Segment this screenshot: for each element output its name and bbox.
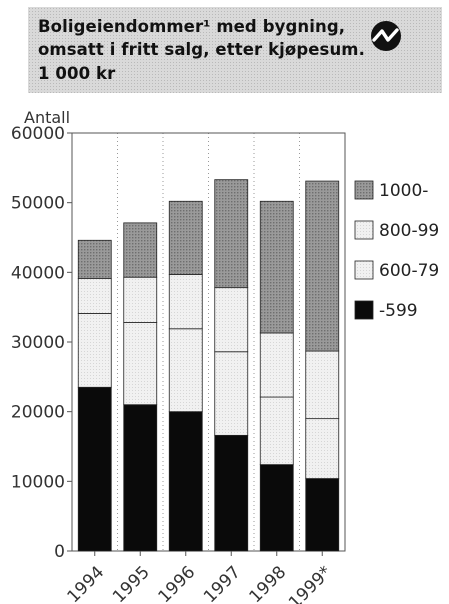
y-tick-label: 30000 [11,333,65,353]
y-tick-label: 50000 [11,194,65,214]
bar-segment-1996-1 [168,328,203,413]
y-axis-label: Antall [24,108,70,127]
bar-segment-1996-0 [168,411,203,552]
legend-swatch [354,300,374,320]
bar-segment-1999-2 [305,350,340,420]
bar-segment-1998-3 [259,200,294,334]
bar-segment-1995-3 [123,222,158,278]
chart-title-line-3: 1 000 kr [38,64,116,83]
legend-label: 600-79 [379,261,439,281]
bar-segment-1998-2 [259,332,294,398]
legend: 1000- 800-99 600-79 -599 [354,180,439,321]
bar-segment-1994-0 [77,386,112,552]
y-tick-label: 0 [54,542,65,562]
chart-title-line-1: Boligeiendommer¹ med bygning, [38,17,346,36]
chart-title-line-2: omsatt i fritt salg, etter kjøpesum. [38,40,365,59]
ssb-logo-icon [371,21,401,51]
y-tick-label: 60000 [11,124,65,144]
bar-segment-1995-2 [123,276,158,323]
legend-swatch [354,260,374,280]
bar-segment-1996-2 [168,274,203,330]
x-tick-label: 1999* [285,562,336,604]
chart-title-box: Boligeiendommer¹ med bygning, omsatt i f… [28,7,442,93]
legend-label: 800-99 [379,221,439,241]
bars [77,179,340,552]
y-tick-label: 10000 [11,472,65,492]
bar-segment-1998-1 [259,396,294,466]
bar-segment-1999-3 [305,180,340,352]
bar-segment-1997-1 [214,351,249,436]
bar-segment-1997-2 [214,287,249,353]
x-tick-label: 1996 [155,562,200,604]
bar-segment-1999-0 [305,478,340,552]
x-tick-label: 1994 [64,562,109,604]
bar-segment-1995-0 [123,404,158,552]
bar-segment-1994-2 [77,278,112,314]
x-tick-label: 1995 [109,562,154,604]
y-tick-label: 40000 [11,263,65,283]
legend-swatch [354,220,374,240]
bar-segment-1997-0 [214,434,249,552]
bar-segment-1998-0 [259,464,294,552]
x-tick-label: 1997 [200,562,245,604]
x-tick-label: 1998 [246,562,291,604]
grid-lines [117,133,300,551]
y-tick-label: 20000 [11,403,65,423]
legend-label: 1000- [379,181,428,201]
bar-segment-1999-1 [305,418,340,479]
bar-segment-1994-1 [77,313,112,388]
legend-label: -599 [379,301,418,321]
bar-segment-1995-1 [123,322,158,406]
bar-segment-1997-3 [214,179,249,289]
y-tick-labels: 0 10000 20000 30000 40000 50000 60000 [11,124,72,562]
bar-segment-1996-3 [168,200,203,275]
legend-swatch [354,180,374,200]
bar-segment-1994-3 [77,239,112,280]
